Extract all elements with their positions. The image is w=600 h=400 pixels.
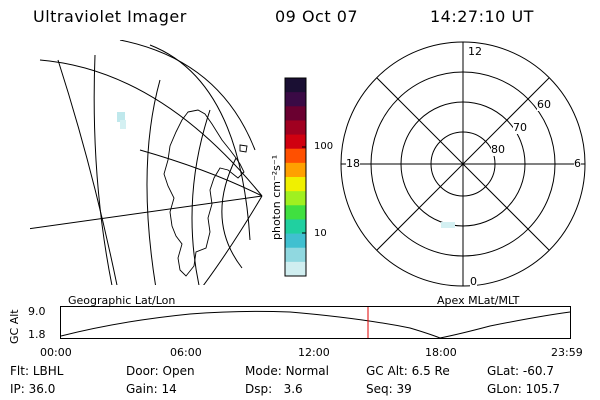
colorbar-band <box>285 205 306 220</box>
colorbar-band <box>285 134 306 150</box>
colorbar-frame <box>284 77 307 277</box>
header-time: 14:27:10 UT <box>430 7 534 26</box>
colorbar-tick-label-10: 10 <box>314 228 327 239</box>
status-glon: GLon: 105.7 <box>487 382 560 396</box>
header-date: 09 Oct 07 <box>275 7 359 26</box>
status-seq: Seq: 39 <box>366 382 412 396</box>
colorbar <box>284 77 307 277</box>
status-glat: GLat: -60.7 <box>487 364 554 378</box>
colorbar-band <box>285 120 306 136</box>
timeline-axis-label: GC Alt <box>8 309 21 344</box>
lat-arc-1 <box>57 59 118 285</box>
polar-line-diag-2 <box>376 77 550 251</box>
polar-label-right: 6 <box>574 157 581 170</box>
timeline-xtick-0: 00:00 <box>40 346 72 359</box>
colorbar-band <box>285 191 306 206</box>
colorbar-band <box>285 162 306 178</box>
status-mode: Mode: Normal <box>245 364 329 378</box>
geographic-map <box>30 40 263 285</box>
lat-arc-4 <box>191 109 211 285</box>
status-door: Door: Open <box>126 364 195 378</box>
colorbar-band <box>285 219 306 235</box>
colorbar-band <box>285 177 306 192</box>
timeline-xtick-1: 06:00 <box>170 346 202 359</box>
polar-label-left: 18 <box>346 157 360 170</box>
timeline-altitude-curve <box>60 310 571 339</box>
colorbar-band <box>285 261 306 277</box>
timeline-xtick-3: 18:00 <box>425 346 457 359</box>
polar-plot <box>340 41 586 287</box>
timeline-xtick-4: 23:59 <box>551 346 583 359</box>
uv-patch-polar <box>441 222 455 228</box>
timeline-ytick-top: 9.0 <box>28 305 46 318</box>
polar-label-top: 12 <box>468 45 482 58</box>
meridian-5 <box>149 44 251 241</box>
status-ip: IP: 36.0 <box>10 382 56 396</box>
polar-ring-label-80: 80 <box>491 143 505 156</box>
polar-ring-label-70: 70 <box>513 121 527 134</box>
colorbar-tick-label-100: 100 <box>314 141 334 152</box>
status-gc-alt: GC Alt: 6.5 Re <box>366 364 450 378</box>
coastline <box>163 109 245 277</box>
colorbar-band <box>285 247 306 263</box>
colorbar-band <box>285 148 306 164</box>
timeline-xtick-2: 12:00 <box>298 346 330 359</box>
uv-patch-2 <box>120 120 126 129</box>
lat-arc-2 <box>93 54 113 285</box>
timeline-plot <box>60 306 571 339</box>
colorbar-band <box>285 78 306 93</box>
timeline-ytick-bottom: 1.8 <box>28 328 46 341</box>
status-flt: Flt: LBHL <box>10 364 64 378</box>
meridian-1 <box>39 59 263 197</box>
meridian-2 <box>30 195 263 230</box>
polar-ring-label-60: 60 <box>537 98 551 111</box>
polar-label-bottom: 0 <box>470 275 477 288</box>
lat-arc-5 <box>221 157 243 269</box>
meridian-6 <box>119 40 256 151</box>
colorbar-band <box>285 106 306 121</box>
timeline-left-label: Geographic Lat/Lon <box>68 294 176 307</box>
app-title: Ultraviolet Imager <box>33 7 187 26</box>
status-gain: Gain: 14 <box>126 382 177 396</box>
meridian-4 <box>203 195 263 285</box>
meridian-3 <box>139 149 263 197</box>
status-dsp: Dsp: 3.6 <box>245 382 303 396</box>
colorbar-band <box>285 92 306 107</box>
timeline-right-label: Apex MLat/MLT <box>437 294 520 307</box>
coastline-island <box>239 144 248 153</box>
colorbar-band <box>285 233 306 249</box>
uv-patch-1 <box>117 112 125 122</box>
colorbar-unit-label: photon cm⁻²s⁻¹ <box>270 154 283 240</box>
timeline-frame <box>60 306 571 339</box>
lat-arc-3 <box>146 79 161 285</box>
